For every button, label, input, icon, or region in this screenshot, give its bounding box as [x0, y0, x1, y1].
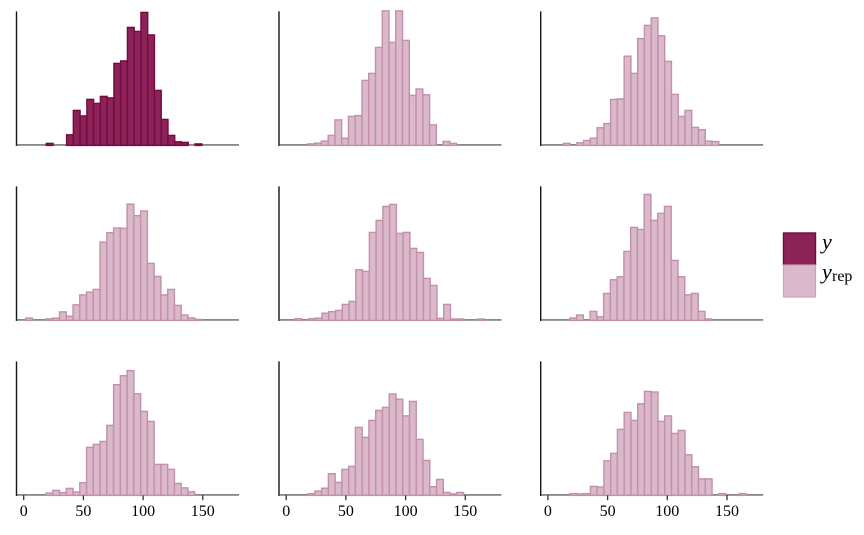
svg-text:50: 50 — [75, 503, 91, 520]
svg-text:0: 0 — [544, 503, 552, 520]
svg-text:100: 100 — [394, 503, 418, 520]
svg-text:rep: rep — [832, 268, 852, 285]
svg-text:50: 50 — [600, 503, 616, 520]
svg-text:50: 50 — [338, 503, 354, 520]
svg-text:150: 150 — [715, 503, 739, 520]
svg-text:0: 0 — [282, 503, 290, 520]
svg-text:100: 100 — [655, 503, 679, 520]
svg-text:150: 150 — [191, 503, 215, 520]
svg-text:0: 0 — [20, 503, 28, 520]
svg-text:100: 100 — [131, 503, 155, 520]
svg-text:y: y — [820, 229, 832, 254]
svg-text:y: y — [820, 259, 832, 284]
svg-text:150: 150 — [453, 503, 477, 520]
